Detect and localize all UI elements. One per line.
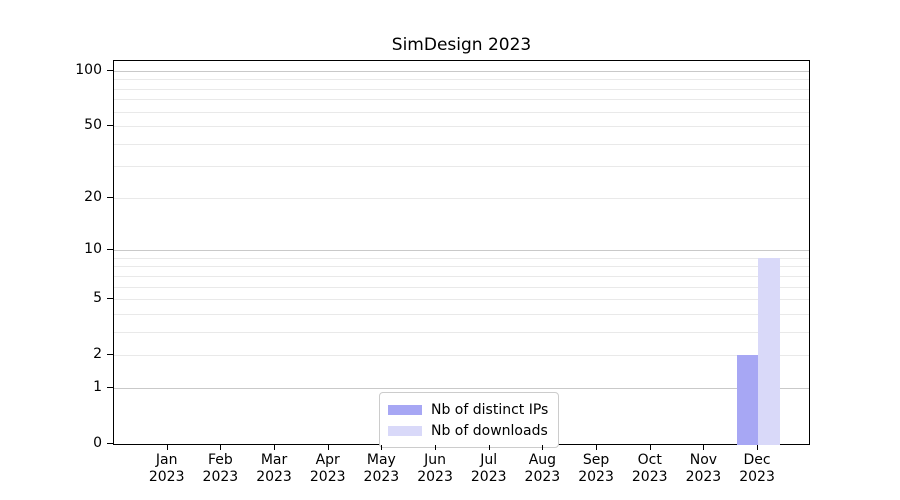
x-tick-month: Mar (260, 452, 288, 468)
legend-label-downloads: Nb of downloads (431, 422, 548, 439)
x-tick-label-oct: Oct 2023 (618, 452, 682, 486)
x-tick-label-sep: Sep 2023 (564, 452, 628, 486)
gridline-50 (114, 126, 809, 128)
x-tick-year: 2023 (309, 469, 346, 485)
gridline-6 (114, 286, 809, 288)
chart-title: SimDesign 2023 (391, 35, 532, 55)
legend-item-distinct-ips: Nb of distinct IPs (388, 399, 548, 420)
x-tick-year: 2023 (739, 469, 775, 485)
gridline-80 (114, 88, 809, 90)
x-tick-year: 2023 (578, 469, 614, 485)
gridline-40 (114, 143, 809, 145)
gridline-9 (114, 257, 809, 259)
legend-item-downloads: Nb of downloads (388, 420, 548, 441)
bar-downloads-dec (758, 257, 780, 445)
bar-distinct-ips-dec (736, 355, 759, 445)
y-tick-label-10: 10 (84, 241, 102, 258)
x-tick-mark-sep (596, 445, 598, 450)
x-tick-mark-apr (327, 445, 329, 450)
x-tick-label-nov: Nov 2023 (671, 452, 735, 486)
x-tick-label-feb: Feb 2023 (188, 452, 252, 486)
x-tick-month: Apr (315, 452, 340, 468)
x-tick-label-apr: Apr 2023 (296, 452, 360, 486)
gridline-90 (114, 79, 809, 81)
plot-area: Nb of distinct IPs Nb of downloads (113, 60, 810, 448)
x-tick-month: Nov (689, 452, 718, 468)
x-tick-month: Jun (424, 452, 446, 468)
y-tick-label-5: 5 (93, 290, 102, 307)
x-tick-label-jun: Jun 2023 (403, 452, 467, 486)
x-tick-mark-dec (757, 445, 759, 450)
legend-label-distinct-ips: Nb of distinct IPs (431, 401, 549, 418)
x-tick-month: Jan (155, 452, 178, 468)
x-tick-year: 2023 (631, 469, 668, 485)
grid-layer (114, 61, 809, 444)
gridline-2 (114, 355, 809, 357)
legend-swatch-distinct-ips (388, 404, 422, 415)
x-tick-month: Aug (528, 452, 557, 468)
gridline-5 (114, 299, 809, 301)
y-tick-label-2: 2 (93, 346, 102, 363)
gridline-10 (114, 250, 809, 252)
y-tick-label-20: 20 (84, 188, 102, 205)
gridline-7 (114, 275, 809, 277)
x-tick-year: 2023 (470, 469, 507, 485)
x-tick-label-jan: Jan 2023 (135, 452, 199, 486)
gridline-100 (114, 71, 809, 72)
x-tick-month: May (366, 452, 396, 468)
legend: Nb of distinct IPs Nb of downloads (379, 392, 560, 448)
x-tick-month: Oct (637, 452, 662, 468)
gridline-4 (114, 313, 809, 315)
x-tick-mark-oct (649, 445, 651, 450)
x-tick-year: 2023 (363, 469, 400, 485)
x-tick-mark-mar (274, 445, 276, 450)
legend-swatch-downloads (388, 425, 422, 436)
gridline-70 (114, 99, 809, 101)
gridline-8 (114, 266, 809, 268)
x-tick-year: 2023 (685, 469, 722, 485)
x-tick-year: 2023 (202, 469, 239, 485)
x-tick-label-dec: Dec 2023 (725, 452, 789, 486)
bars-layer (114, 61, 809, 445)
x-tick-month: Dec (743, 452, 771, 468)
y-tick-label-0: 0 (93, 435, 102, 451)
x-tick-label-aug: Aug 2023 (510, 452, 574, 486)
y-tick-label-100: 100 (75, 62, 102, 78)
x-tick-mark-nov (703, 445, 705, 450)
x-tick-label-may: May 2023 (349, 452, 413, 486)
y-tick-label-1: 1 (93, 378, 102, 395)
gridline-3 (114, 331, 809, 333)
gridline-1 (114, 387, 809, 389)
gridline-20 (114, 197, 809, 199)
x-tick-year: 2023 (417, 469, 453, 485)
x-tick-mark-jan (166, 445, 168, 450)
x-tick-month: Sep (582, 452, 610, 468)
gridline-30 (114, 166, 809, 168)
x-tick-label-mar: Mar 2023 (242, 452, 306, 486)
x-tick-mark-feb (220, 445, 222, 450)
x-tick-year: 2023 (148, 469, 185, 485)
x-tick-year: 2023 (524, 469, 561, 485)
y-tick-label-50: 50 (84, 117, 102, 134)
x-tick-month: Feb (207, 452, 233, 468)
x-tick-label-jul: Jul 2023 (457, 452, 521, 486)
gridline-60 (114, 111, 809, 113)
x-tick-month: Jul (480, 452, 498, 468)
x-tick-year: 2023 (256, 469, 292, 485)
